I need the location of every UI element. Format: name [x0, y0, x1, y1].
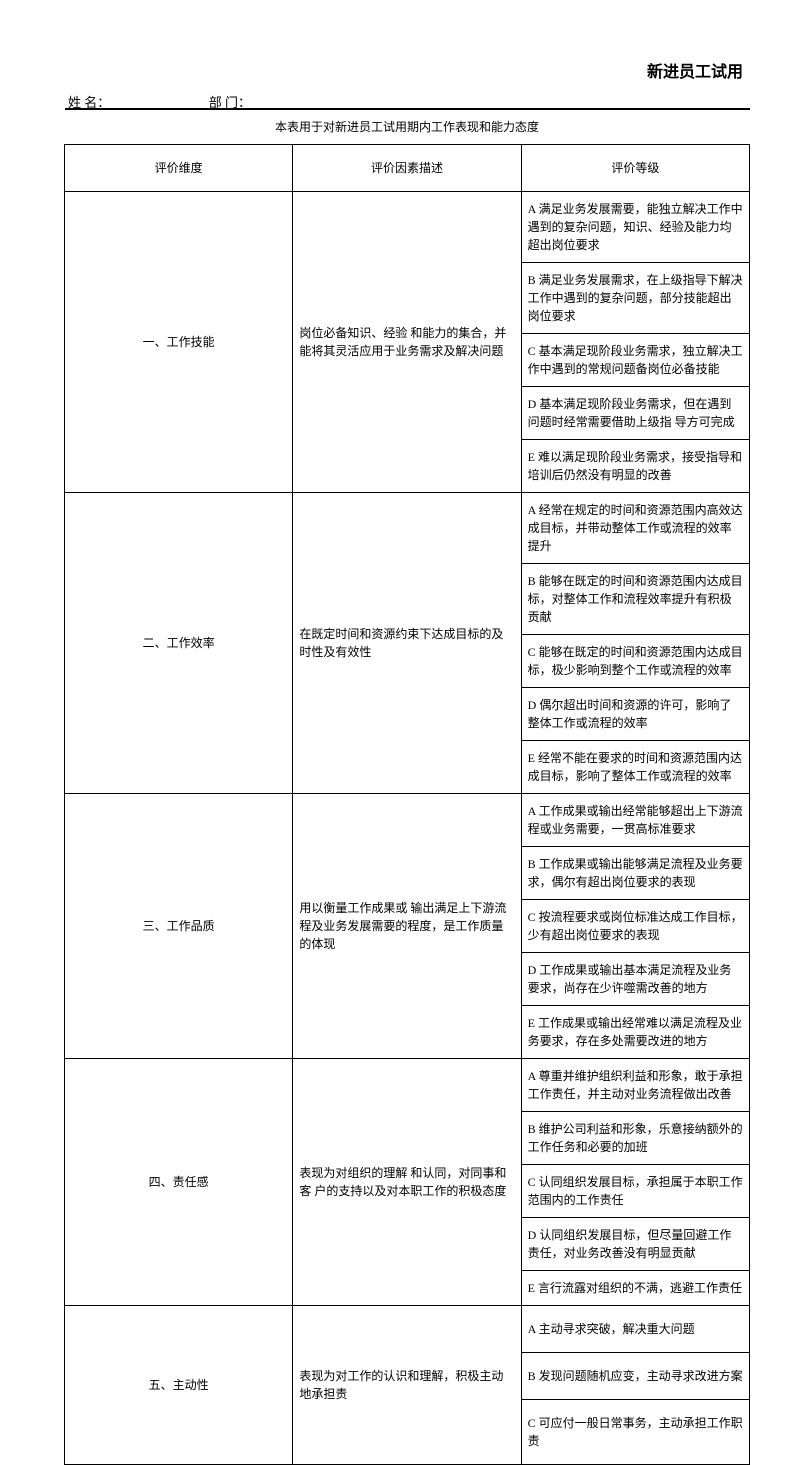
page-title: 新进员工试用: [647, 58, 743, 82]
col-header-description: 评价因素描述: [293, 145, 521, 192]
grade-cell: A 经常在规定的时间和资源范围内高效达成目标，并带动整体工作或流程的效率提升: [521, 493, 749, 564]
description-cell: 表现为对工作的认识和理解，积极主动地承担责: [293, 1306, 521, 1465]
dimension-cell: 二、工作效率: [65, 493, 293, 794]
col-header-dimension: 评价维度: [65, 145, 293, 192]
intro-text: 本表用于对新进员工试用期内工作表现和能力态度: [65, 109, 750, 145]
evaluation-table: 本表用于对新进员工试用期内工作表现和能力态度 评价维度 评价因素描述 评价等级 …: [64, 108, 750, 1465]
grade-cell: D 偶尔超出时间和资源的许可，影响了整体工作或流程的效率: [521, 688, 749, 741]
grade-cell: C 认同组织发展目标，承担属于本职工作范围内的工作责任: [521, 1165, 749, 1218]
col-header-grade: 评价等级: [521, 145, 749, 192]
grade-cell: E 工作成果或输出经常难以满足流程及业务要求，存在多处需要改进的地方: [521, 1006, 749, 1059]
grade-cell: B 满足业务发展需求，在上级指导下解决工作中遇到的复杂问题，部分技能超出岗位要求: [521, 263, 749, 334]
grade-cell: D 工作成果或输出基本满足流程及业务要求，尚存在少许噬需改善的地方: [521, 953, 749, 1006]
grade-cell: A 尊重并维护组织利益和形象，敢于承担工作责任，并主动对业务流程做出改善: [521, 1059, 749, 1112]
description-cell: 用以衡量工作成果或 输出满足上下游流程及业务发展需要的程度，是工作质量的体现: [293, 794, 521, 1059]
grade-cell: B 维护公司利益和形象，乐意接纳额外的工作任务和必要的加班: [521, 1112, 749, 1165]
grade-cell: B 工作成果或输出能够满足流程及业务要求，偶尔有超出岗位要求的表现: [521, 847, 749, 900]
dimension-cell: 五、主动性: [65, 1306, 293, 1465]
grade-cell: B 能够在既定的时间和资源范围内达成目标，对整体工作和流程效率提升有积极贡献: [521, 564, 749, 635]
grade-cell: A 满足业务发展需要，能独立解决工作中遇到的复杂问题，知识、经验及能力均超出岗位…: [521, 192, 749, 263]
grade-cell: E 言行流露对组织的不满，逃避工作责任: [521, 1271, 749, 1306]
grade-cell: B 发现问题随机应变，主动寻求改进方案: [521, 1353, 749, 1400]
grade-cell: A 主动寻求突破，解决重大问题: [521, 1306, 749, 1353]
grade-cell: C 按流程要求或岗位标准达成工作目标，少有超出岗位要求的表现: [521, 900, 749, 953]
dimension-cell: 三、工作品质: [65, 794, 293, 1059]
grade-cell: C 基本满足现阶段业务需求，独立解决工作中遇到的常规问题备岗位必备技能: [521, 334, 749, 387]
description-cell: 在既定时间和资源约束下达成目标的及时性及有效性: [293, 493, 521, 794]
grade-cell: C 能够在既定的时间和资源范围内达成目标，极少影响到整个工作或流程的效率: [521, 635, 749, 688]
dimension-cell: 四、责任感: [65, 1059, 293, 1306]
grade-cell: E 难以满足现阶段业务需求，接受指导和培训后仍然没有明显的改善: [521, 440, 749, 493]
grade-cell: C 可应付一般日常事务，主动承担工作职责: [521, 1400, 749, 1465]
dimension-cell: 一、工作技能: [65, 192, 293, 493]
grade-cell: E 经常不能在要求的时间和资源范围内达成目标，影响了整体工作或流程的效率: [521, 741, 749, 794]
description-cell: 表现为对组织的理解 和认同，对同事和客 户的支持以及对本职工作的积极态度: [293, 1059, 521, 1306]
grade-cell: A 工作成果或输出经常能够超出上下游流程或业务需要，一贯高标准要求: [521, 794, 749, 847]
grade-cell: D 基本满足现阶段业务需求，但在遇到问题时经常需要借助上级指 导方可完成: [521, 387, 749, 440]
description-cell: 岗位必备知识、经验 和能力的集合，并能将其灵活应用于业务需求及解决问题: [293, 192, 521, 493]
grade-cell: D 认同组织发展目标，但尽量回避工作责任，对业务改善没有明显贡献: [521, 1218, 749, 1271]
